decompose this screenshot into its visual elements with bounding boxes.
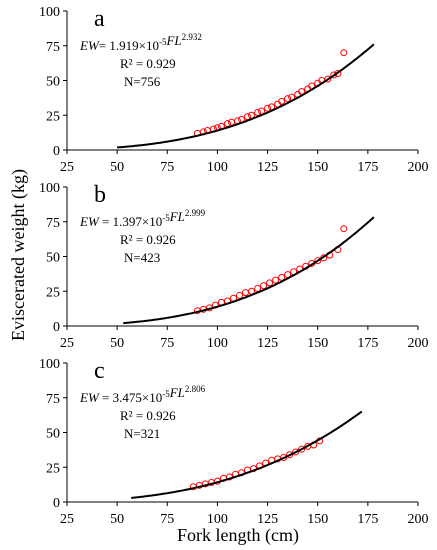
r-squared-annotation: R² = 0.926	[120, 232, 176, 247]
equation-part: =	[99, 38, 110, 53]
data-point	[264, 104, 272, 112]
equation-part: 1.397×10	[113, 214, 163, 229]
equation-part: EW	[79, 38, 100, 53]
equation-part: FL	[169, 385, 185, 400]
x-tick-label: 175	[357, 160, 378, 175]
y-tick-label: 75	[46, 216, 60, 231]
x-tick-label: 100	[207, 512, 228, 527]
y-tick-label: 100	[39, 181, 60, 196]
equation-part: 3.475×10	[113, 390, 163, 405]
data-point	[340, 225, 348, 233]
x-tick-label: 150	[307, 160, 328, 175]
sample-size-annotation: N=321	[124, 426, 160, 441]
fit-curve	[123, 216, 375, 325]
data-point	[330, 71, 338, 79]
y-axis-title: Eviscerated weight (kg)	[8, 169, 29, 341]
data-point	[284, 95, 292, 103]
data-point	[223, 120, 231, 128]
data-point	[314, 257, 322, 265]
x-tick-label: 200	[408, 512, 429, 527]
panel-letter: c	[94, 358, 105, 384]
x-tick-label: 25	[60, 336, 74, 351]
equation-part: 1.919×10	[109, 38, 159, 53]
y-tick-label: 0	[53, 320, 60, 335]
y-tick-label: 50	[46, 75, 60, 90]
equation-part: 2.932	[182, 32, 202, 42]
equation-annotation: EW= 1.919×10-5FL2.932	[79, 32, 202, 53]
equation-part: -5	[162, 213, 170, 223]
y-tick-label: 75	[46, 392, 60, 407]
equation-part: =	[99, 390, 113, 405]
y-tick-label: 75	[46, 40, 60, 55]
data-point	[254, 284, 262, 292]
r-squared-annotation: R² = 0.926	[120, 408, 176, 423]
data-point	[340, 49, 348, 57]
x-tick-label: 25	[60, 160, 74, 175]
x-tick-label: 25	[60, 512, 74, 527]
x-tick-label: 50	[110, 512, 124, 527]
data-point	[244, 113, 252, 121]
sample-size-annotation: N=756	[124, 74, 161, 89]
data-point	[298, 445, 306, 453]
r-squared-annotation: R² = 0.929	[120, 56, 176, 71]
x-axis-title: Fork length (cm)	[177, 525, 299, 546]
x-tick-label: 75	[160, 512, 174, 527]
x-tick-label: 125	[257, 160, 278, 175]
x-tick-label: 175	[357, 336, 378, 351]
y-tick-label: 100	[39, 357, 60, 372]
equation-annotation: EW = 3.475×10-5FL2.806	[79, 384, 206, 405]
x-tick-label: 200	[408, 160, 429, 175]
equation-part: =	[99, 214, 113, 229]
equation-annotation: EW = 1.397×10-5FL2.999	[79, 208, 206, 229]
y-tick-label: 25	[46, 109, 60, 124]
x-tick-label: 100	[207, 160, 228, 175]
y-tick-label: 25	[46, 461, 60, 476]
x-tick-label: 50	[110, 160, 124, 175]
y-tick-label: 50	[46, 251, 60, 266]
x-tick-label: 75	[160, 336, 174, 351]
sample-size-annotation: N=423	[124, 250, 160, 265]
fit-curve	[131, 410, 363, 499]
data-point	[235, 291, 243, 299]
x-tick-label: 150	[307, 336, 328, 351]
equation-part: -5	[162, 389, 170, 399]
y-tick-label: 100	[39, 5, 60, 20]
panel-letter: b	[94, 182, 106, 208]
x-tick-label: 175	[357, 512, 378, 527]
data-point	[260, 282, 268, 290]
equation-part: EW	[79, 214, 100, 229]
x-tick-label: 75	[160, 160, 174, 175]
x-tick-label: 50	[110, 336, 124, 351]
y-tick-label: 25	[46, 285, 60, 300]
x-tick-label: 125	[257, 336, 278, 351]
equation-part: 2.999	[185, 208, 206, 218]
fit-curve	[117, 43, 375, 149]
data-point	[242, 289, 250, 297]
data-point	[227, 118, 235, 126]
data-point	[278, 273, 286, 281]
x-tick-label: 150	[307, 512, 328, 527]
equation-part: EW	[79, 390, 100, 405]
y-tick-label: 0	[53, 496, 60, 511]
x-tick-label: 200	[408, 336, 429, 351]
data-point	[292, 448, 300, 456]
panel-letter: a	[94, 6, 105, 32]
equation-part: -5	[159, 37, 167, 47]
y-tick-label: 0	[53, 144, 60, 159]
data-point	[254, 108, 262, 116]
equation-part: FL	[169, 209, 185, 224]
data-point	[278, 97, 286, 105]
x-tick-label: 100	[207, 336, 228, 351]
data-point	[266, 279, 274, 287]
data-point	[324, 75, 332, 83]
equation-part: 2.806	[185, 384, 206, 394]
x-tick-label: 125	[257, 512, 278, 527]
equation-part: FL	[165, 33, 181, 48]
data-point	[272, 276, 280, 284]
y-tick-label: 50	[46, 427, 60, 442]
